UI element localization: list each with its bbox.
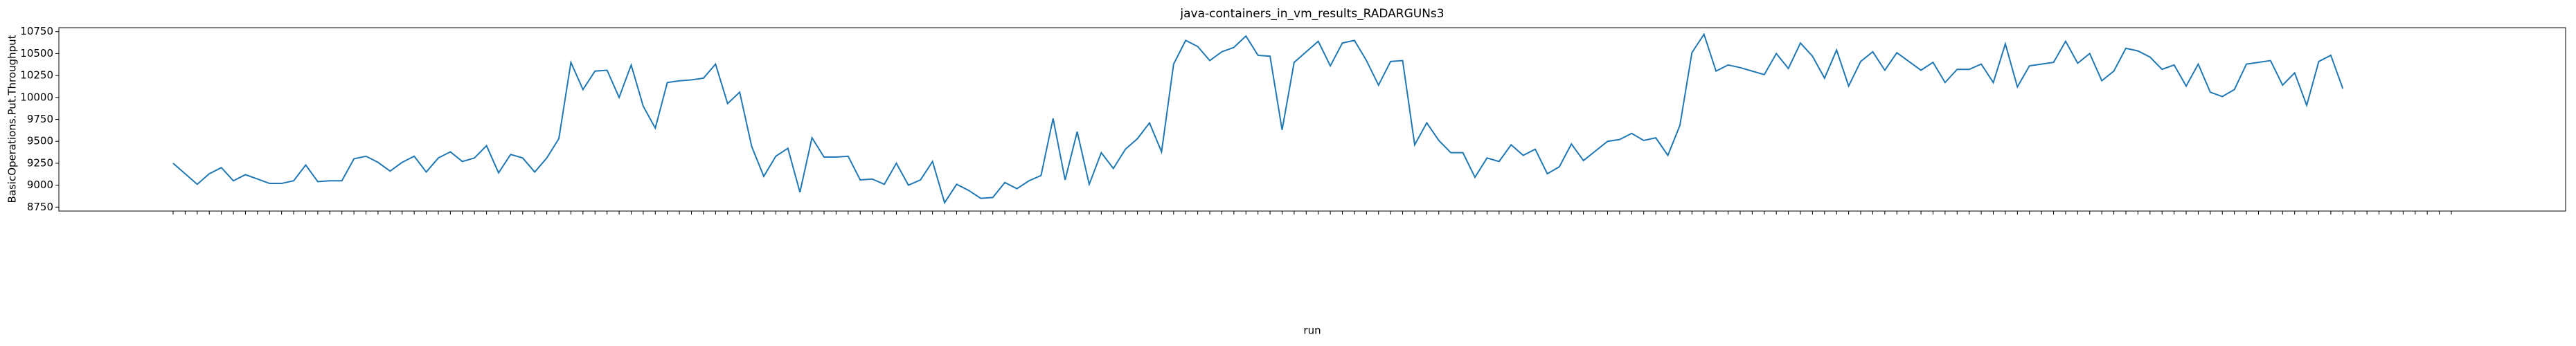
y-tick-label: 9000 — [27, 179, 53, 191]
plot-frame — [58, 27, 2566, 212]
y-tick-label: 10000 — [20, 91, 53, 103]
y-tick-label: 9250 — [27, 156, 53, 169]
y-tick-label: 10250 — [20, 69, 53, 82]
data-line — [172, 33, 2344, 205]
y-axis-label: BasicOperations.Put.Throughput — [6, 35, 19, 203]
y-tick-label: 10500 — [20, 47, 53, 60]
y-tick-label: 8750 — [27, 201, 53, 213]
y-tick-label: 10750 — [20, 25, 53, 37]
chart-title: java-containers_in_vm_results_RADARGUNs3 — [1179, 7, 1444, 21]
y-tick-label: 9750 — [27, 113, 53, 125]
x-axis-label: run — [1303, 325, 1321, 337]
y-tick-label: 9500 — [27, 135, 53, 147]
